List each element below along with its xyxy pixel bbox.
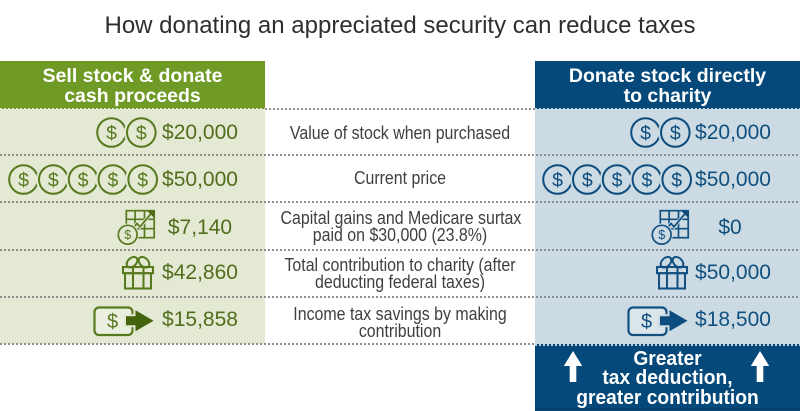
svg-text:$: $: [137, 169, 148, 191]
svg-text:$: $: [641, 311, 652, 333]
svg-text:$: $: [671, 169, 682, 191]
svg-text:$: $: [107, 169, 118, 191]
svg-text:$: $: [18, 169, 29, 191]
svg-text:$: $: [136, 123, 147, 145]
svg-text:$: $: [582, 169, 593, 191]
svg-text:$: $: [106, 123, 117, 145]
svg-text:$: $: [124, 228, 131, 242]
svg-text:$: $: [78, 169, 89, 191]
svg-text:$: $: [670, 123, 681, 145]
svg-text:$: $: [48, 169, 59, 191]
svg-text:$: $: [641, 169, 652, 191]
svg-text:$: $: [658, 228, 665, 242]
svg-text:$: $: [640, 123, 651, 145]
svg-text:$: $: [612, 169, 623, 191]
svg-text:$: $: [552, 169, 563, 191]
svg-text:$: $: [107, 311, 118, 333]
